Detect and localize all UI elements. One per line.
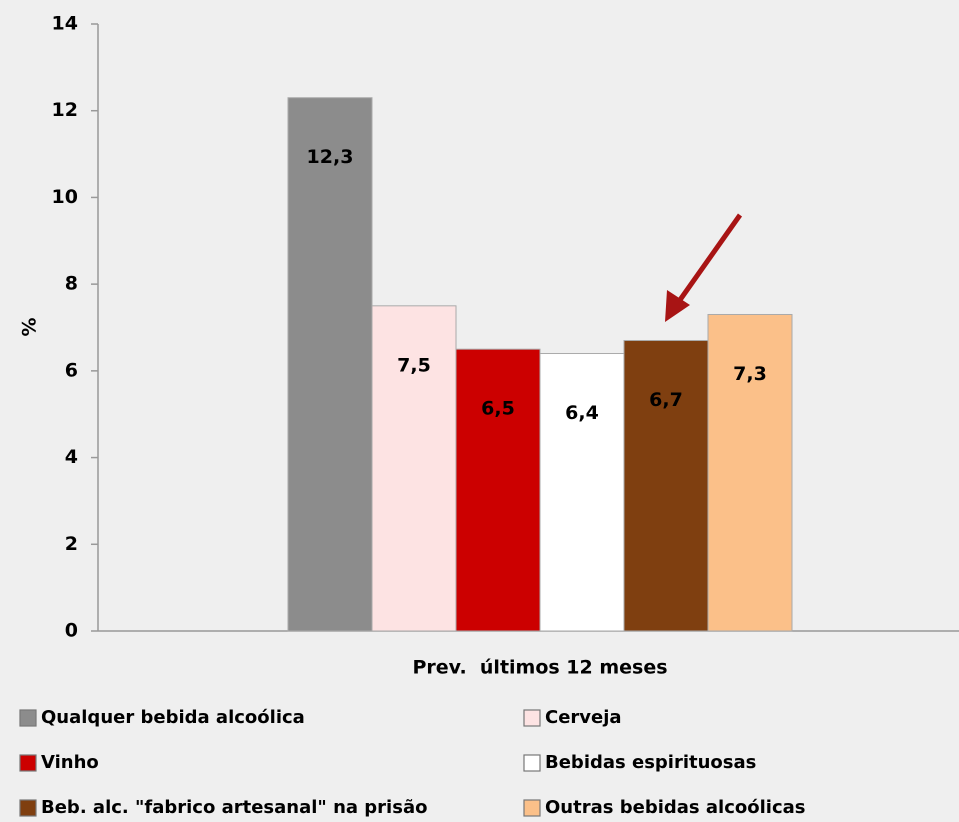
bars: 12,3 7,5 6,5 6,4 6,7 7,3	[287, 97, 793, 632]
y-tick-label: 4	[65, 446, 78, 468]
legend-label: Bebidas espirituosas	[545, 752, 756, 773]
bar	[287, 97, 373, 632]
x-tick-label: Prev. últimos 12 meses	[412, 657, 667, 679]
legend-label: Qualquer bebida alcoólica	[41, 707, 305, 728]
legend-label: Cerveja	[545, 707, 622, 728]
arrow-head	[665, 290, 690, 322]
y-tick-label: 10	[52, 186, 78, 208]
legend-label: Vinho	[41, 752, 99, 773]
y-tick-label: 0	[65, 620, 78, 642]
bar	[623, 340, 709, 632]
legend-swatch	[523, 754, 541, 772]
y-tick-label: 2	[65, 533, 78, 555]
bar	[455, 348, 541, 632]
legend-swatch	[523, 709, 541, 727]
legend-swatch	[19, 709, 37, 727]
legend-label: Outras bebidas alcoólicas	[545, 797, 805, 818]
data-label: 7,5	[397, 354, 431, 376]
y-tick-label: 14	[52, 13, 78, 35]
data-label: 6,4	[565, 402, 599, 424]
data-label: 6,5	[481, 398, 515, 420]
bar	[371, 305, 457, 632]
legend-swatch	[523, 799, 541, 817]
y-axis-label: %	[19, 317, 41, 336]
legend-swatch	[19, 754, 37, 772]
bar	[707, 313, 793, 632]
y-tick-label: 12	[52, 99, 78, 121]
y-tick-label: 6	[65, 359, 78, 381]
data-label: 7,3	[733, 363, 767, 385]
legend-swatch	[19, 799, 37, 817]
arrow-shaft	[672, 213, 743, 309]
data-label: 6,7	[649, 389, 683, 411]
bar	[539, 353, 625, 632]
legend-label: Beb. alc. "fabrico artesanal" na prisão	[41, 797, 427, 818]
y-tick-label: 8	[65, 273, 78, 295]
data-label: 12,3	[307, 146, 354, 168]
